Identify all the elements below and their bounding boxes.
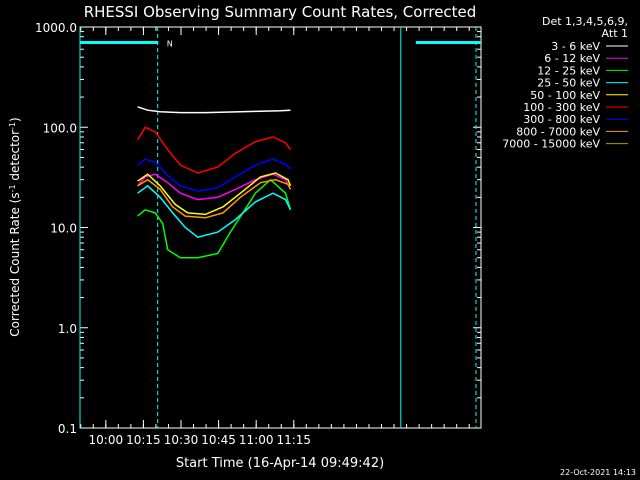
y-tick-label: 0.1 bbox=[58, 422, 77, 436]
y-tick-label: 10.0 bbox=[50, 222, 77, 236]
x-tick-label: 11:15 bbox=[276, 433, 311, 447]
y-axis-label-main: Corrected Count Rate (s bbox=[8, 192, 22, 336]
legend-label: 25 - 50 keV bbox=[537, 77, 600, 90]
y-axis-label: Corrected Count Rate (s-1 detector-1) bbox=[8, 117, 23, 336]
chart-title: RHESSI Observing Summary Count Rates, Co… bbox=[84, 3, 477, 21]
series-line bbox=[136, 126, 292, 174]
x-tick-label: 10:45 bbox=[201, 433, 236, 447]
y-axis-label-end: ) bbox=[8, 117, 22, 122]
y-tick-label: 100.0 bbox=[43, 121, 77, 135]
y-axis-label-sup1: -1 bbox=[8, 184, 17, 192]
y-axis-label-sup2: -1 bbox=[8, 122, 17, 130]
series-line bbox=[137, 172, 292, 216]
x-tick-label: 10:30 bbox=[164, 433, 199, 447]
plot-layer: 1000.0 100.0 10.0 1.0 0.1 10:00 10:15 10:30 10:4… bbox=[35, 21, 628, 447]
y-tick-label: 1000.0 bbox=[35, 21, 77, 35]
plot-frame bbox=[79, 26, 482, 429]
series-line bbox=[137, 158, 292, 192]
series-line bbox=[137, 178, 292, 259]
legend-header-line2: Att 1 bbox=[602, 27, 628, 40]
series-line bbox=[137, 178, 292, 219]
legend-label: 12 - 25 keV bbox=[537, 64, 600, 77]
x-tick-label: 10:15 bbox=[126, 433, 161, 447]
legend-label: 300 - 800 keV bbox=[523, 113, 600, 126]
x-tick-label: 10:00 bbox=[89, 433, 124, 447]
legend-label: 3 - 6 keV bbox=[551, 40, 600, 53]
legend-label: 7000 - 15000 keV bbox=[502, 138, 600, 151]
x-tick-label: 11:00 bbox=[239, 433, 274, 447]
series-line bbox=[137, 184, 292, 239]
x-axis-label: Start Time (16-Apr-14 09:49:42) bbox=[176, 456, 384, 471]
legend-header-line1: Det 1,3,4,5,6,9, bbox=[542, 15, 628, 28]
legend-label: 100 - 300 keV bbox=[523, 101, 600, 114]
flag-label: N bbox=[167, 40, 173, 49]
series-line bbox=[137, 106, 291, 114]
series-line bbox=[137, 173, 292, 201]
y-tick-label: 1.0 bbox=[58, 322, 77, 336]
y-axis-label-mid: detector bbox=[8, 130, 22, 185]
legend-label: 800 - 7000 keV bbox=[516, 125, 600, 138]
footer-timestamp: 22-Oct-2021 14:13 bbox=[560, 468, 636, 477]
legend-label: 50 - 100 keV bbox=[530, 89, 600, 102]
legend-label: 6 - 12 keV bbox=[544, 52, 600, 65]
